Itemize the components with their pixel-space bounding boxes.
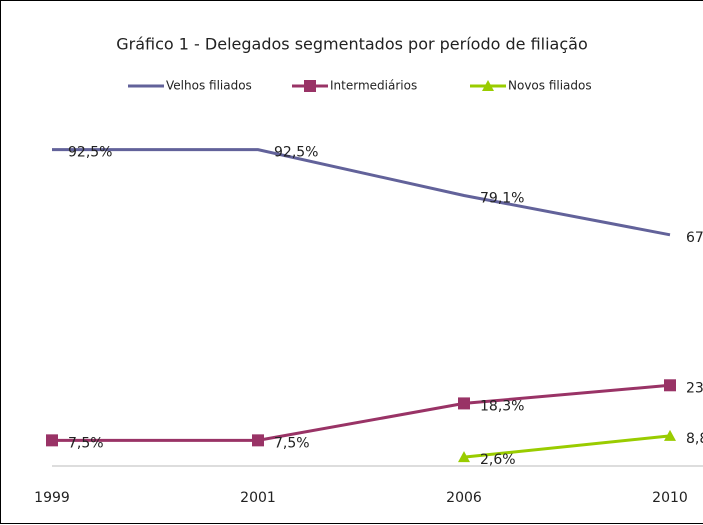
- data-label: 8,8%: [686, 431, 703, 447]
- x-tick-label: 2001: [240, 490, 276, 506]
- legend-marker: [304, 80, 316, 92]
- data-label: 92,5%: [274, 145, 318, 161]
- point: [46, 434, 58, 447]
- x-tick-label: 2010: [652, 490, 688, 506]
- data-label: 79,1%: [480, 190, 524, 206]
- data-label: 7,5%: [274, 435, 310, 451]
- x-tick-label: 1999: [34, 490, 70, 506]
- x-tick-label: 2006: [446, 490, 482, 506]
- data-label: 92,5%: [68, 145, 112, 161]
- legend-label: Velhos filiados: [166, 79, 252, 93]
- chart-title: Gráfico 1 - Delegados segmentados por pe…: [116, 35, 588, 54]
- data-label: 18,3%: [480, 398, 524, 414]
- data-label: 23,6%: [686, 380, 703, 396]
- legend-label: Intermediários: [330, 79, 417, 93]
- data-label: 67,6%: [686, 230, 703, 246]
- point: [664, 379, 676, 392]
- legend-label: Novos filiados: [508, 79, 592, 93]
- data-label: 2,6%: [480, 452, 516, 468]
- series-line: [463, 434, 671, 459]
- point: [458, 451, 470, 463]
- series-line: [52, 148, 671, 237]
- data-label: 7,5%: [68, 435, 104, 451]
- point: [458, 397, 470, 410]
- point: [252, 434, 264, 447]
- legend-marker: [482, 80, 494, 91]
- point: [664, 429, 676, 441]
- series-line: [52, 383, 671, 442]
